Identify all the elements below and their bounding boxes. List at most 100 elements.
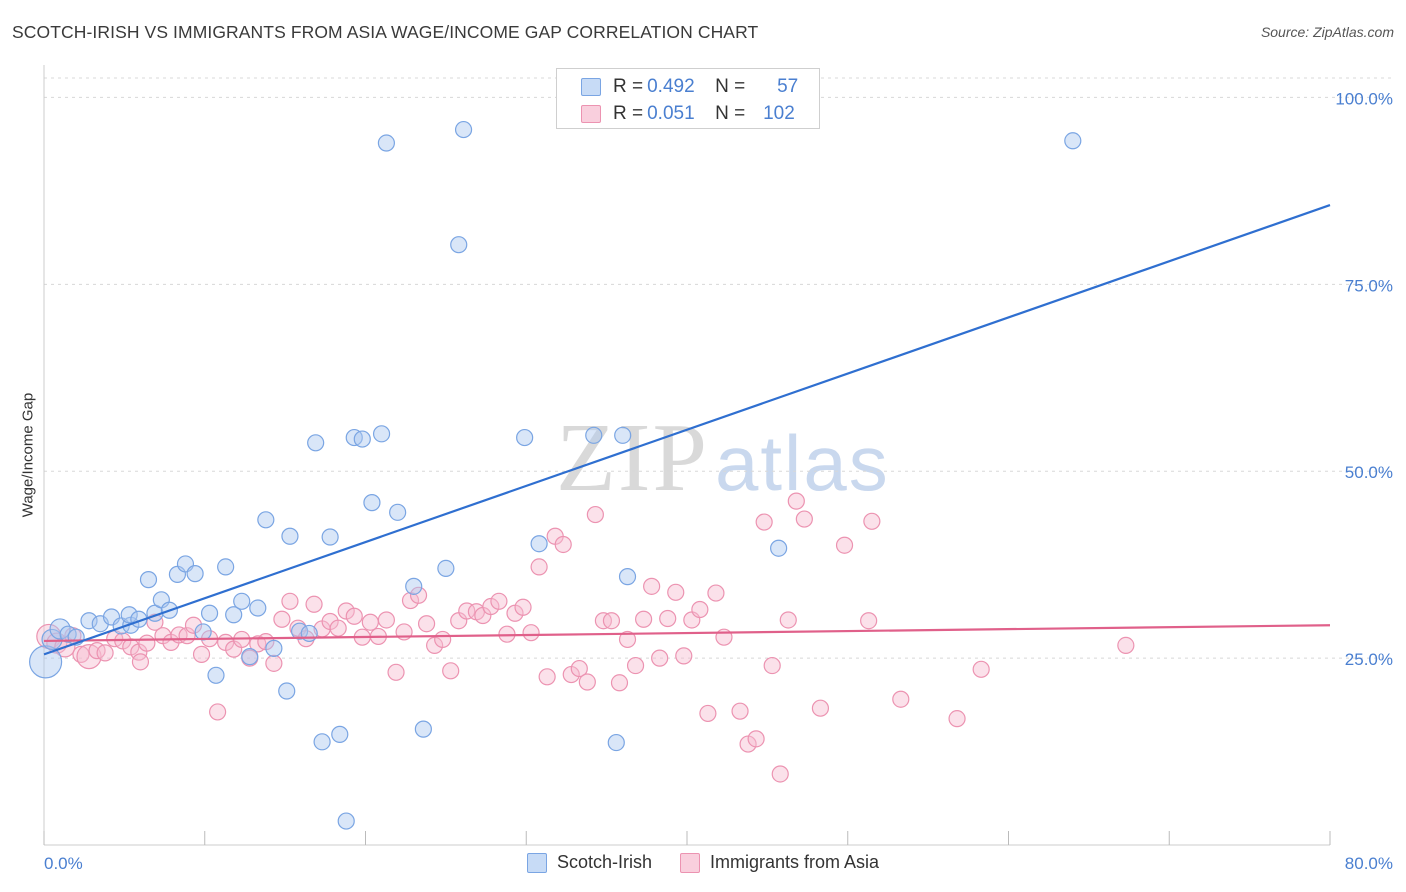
immigrants-from-asia-point (361, 613, 379, 631)
scotch-irish-point (278, 682, 296, 700)
scotch-irish-point (389, 503, 407, 521)
immigrants-from-asia-point (329, 619, 347, 637)
immigrants-from-asia-point (146, 613, 164, 631)
immigrants-from-asia-point (409, 586, 428, 604)
scotch-irish-point (241, 648, 259, 666)
scotch-irish-point (29, 645, 63, 679)
n-value: 57 (777, 76, 799, 97)
legend-label-immigrants-from-asia: Immigrants from Asia (709, 852, 880, 872)
immigrants-from-asia-point (610, 674, 629, 692)
scotch-irish-point (186, 565, 204, 583)
immigrants-from-asia-point (626, 656, 645, 675)
scotch-irish-point (770, 539, 788, 557)
immigrants-from-asia-point (707, 584, 725, 602)
immigrants-from-asia-point (345, 607, 363, 625)
immigrants-from-asia-point (811, 699, 830, 717)
x-tick-label: 80.0% (1345, 854, 1393, 873)
immigrants-from-asia-point (522, 624, 540, 642)
scotch-irish-point (607, 733, 625, 752)
immigrants-from-asia-point (538, 668, 556, 686)
immigrants-from-asia-point (554, 535, 572, 554)
y-tick-label: 100.0% (1335, 89, 1393, 108)
immigrants-from-asia-point (787, 492, 805, 510)
immigrants-from-asia-point (771, 765, 789, 783)
y-tick-label: 75.0% (1345, 276, 1393, 295)
immigrants-from-asia-point (667, 583, 685, 601)
immigrants-from-asia-point (835, 536, 854, 554)
blue-swatch (581, 78, 601, 96)
stats-legend-row-immigrants-from-asia: R = 0.051 N = 102 (581, 103, 795, 125)
series-legend: Scotch-Irish Immigrants from Asia (0, 852, 1406, 873)
legend-label-scotch-irish: Scotch-Irish (556, 852, 652, 872)
scotch-irish-point (377, 134, 395, 152)
immigrants-from-asia-point (434, 630, 452, 649)
scotch-irish-point (265, 639, 283, 657)
immigrants-from-asia-point (305, 595, 323, 613)
immigrants-from-asia-point (96, 644, 114, 662)
scotch-irish-point (307, 434, 325, 452)
chart-title: SCOTCH-IRISH VS IMMIGRANTS FROM ASIA WAG… (12, 22, 759, 42)
y-tick-label: 50.0% (1345, 463, 1393, 482)
y-tick-label: 25.0% (1345, 650, 1393, 669)
legend-item-scotch-irish[interactable]: Scotch-Irish (526, 852, 652, 873)
scotch-irish-point (321, 528, 339, 546)
immigrants-from-asia-point (755, 513, 773, 531)
scotch-irish-point (516, 428, 534, 447)
legend-item-immigrants-from-asia[interactable]: Immigrants from Asia (679, 852, 880, 873)
n-value: 102 (763, 103, 795, 124)
scotch-irish-point (414, 720, 432, 738)
immigrants-from-asia-point (1117, 636, 1135, 654)
scotch-irish-point (331, 725, 349, 743)
scotch-irish-point (313, 733, 331, 751)
immigrants-from-asia-point (273, 610, 291, 628)
watermark: ZIP atlas (556, 402, 890, 514)
scotch-irish-point (139, 571, 158, 589)
immigrants-from-asia-point (795, 510, 813, 528)
immigrants-from-asia-point (892, 690, 910, 708)
r-value: 0.051 (647, 103, 695, 124)
immigrants-from-asia-point (634, 610, 653, 628)
scotch-irish-point (207, 666, 225, 684)
scotch-irish-point (585, 426, 603, 444)
immigrants-from-asia-point (387, 663, 405, 681)
scotch-irish-point (120, 606, 138, 624)
watermark-atlas: atlas (715, 419, 890, 507)
scotch-irish-point (257, 511, 275, 529)
r-label: R = (613, 103, 644, 124)
immigrants-from-asia-point (763, 656, 781, 675)
immigrants-from-asia-point (76, 644, 102, 670)
immigrants-from-asia-point (675, 647, 693, 665)
immigrants-from-asia-point (747, 730, 765, 748)
blue-swatch (526, 852, 547, 873)
scotch-irish-point (454, 120, 473, 139)
scotch-irish-trendline (43, 204, 1331, 656)
x-tick-label: 0.0% (44, 854, 83, 873)
immigrants-from-asia-point (131, 653, 150, 671)
immigrants-from-asia-point (192, 645, 211, 663)
scotch-irish-point (353, 430, 371, 448)
stats-legend-row-scotch-irish: R = 0.492 N = 57 (581, 76, 798, 98)
immigrants-from-asia-point (618, 630, 637, 649)
immigrants-from-asia-point (659, 609, 677, 628)
pink-swatch (679, 852, 700, 873)
scotch-irish-point (225, 606, 243, 624)
immigrants-from-asia-point (602, 612, 621, 630)
immigrants-from-asia-point (586, 505, 604, 524)
immigrants-from-asia-point (643, 577, 661, 595)
scotch-irish-point (372, 425, 391, 443)
scotch-irish-point (200, 604, 219, 622)
immigrants-from-asia-point (578, 673, 596, 691)
stats-legend: R = 0.492 N = 57 R = 0.051 N = 102 (556, 68, 820, 129)
scotch-irish-point (217, 558, 235, 576)
scotch-irish-point (450, 236, 468, 254)
immigrants-from-asia-point (138, 634, 156, 652)
immigrants-from-asia-point (417, 615, 436, 633)
immigrants-from-asia-point (530, 558, 548, 576)
r-value: 0.492 (647, 76, 695, 97)
scotch-irish-point (405, 577, 423, 595)
immigrants-from-asia-point (209, 703, 227, 721)
immigrants-from-asia-point (972, 660, 990, 678)
immigrants-from-asia-trendline (43, 624, 1331, 643)
scotch-irish-point (1064, 132, 1082, 150)
watermark-zip: ZIP (556, 404, 709, 512)
